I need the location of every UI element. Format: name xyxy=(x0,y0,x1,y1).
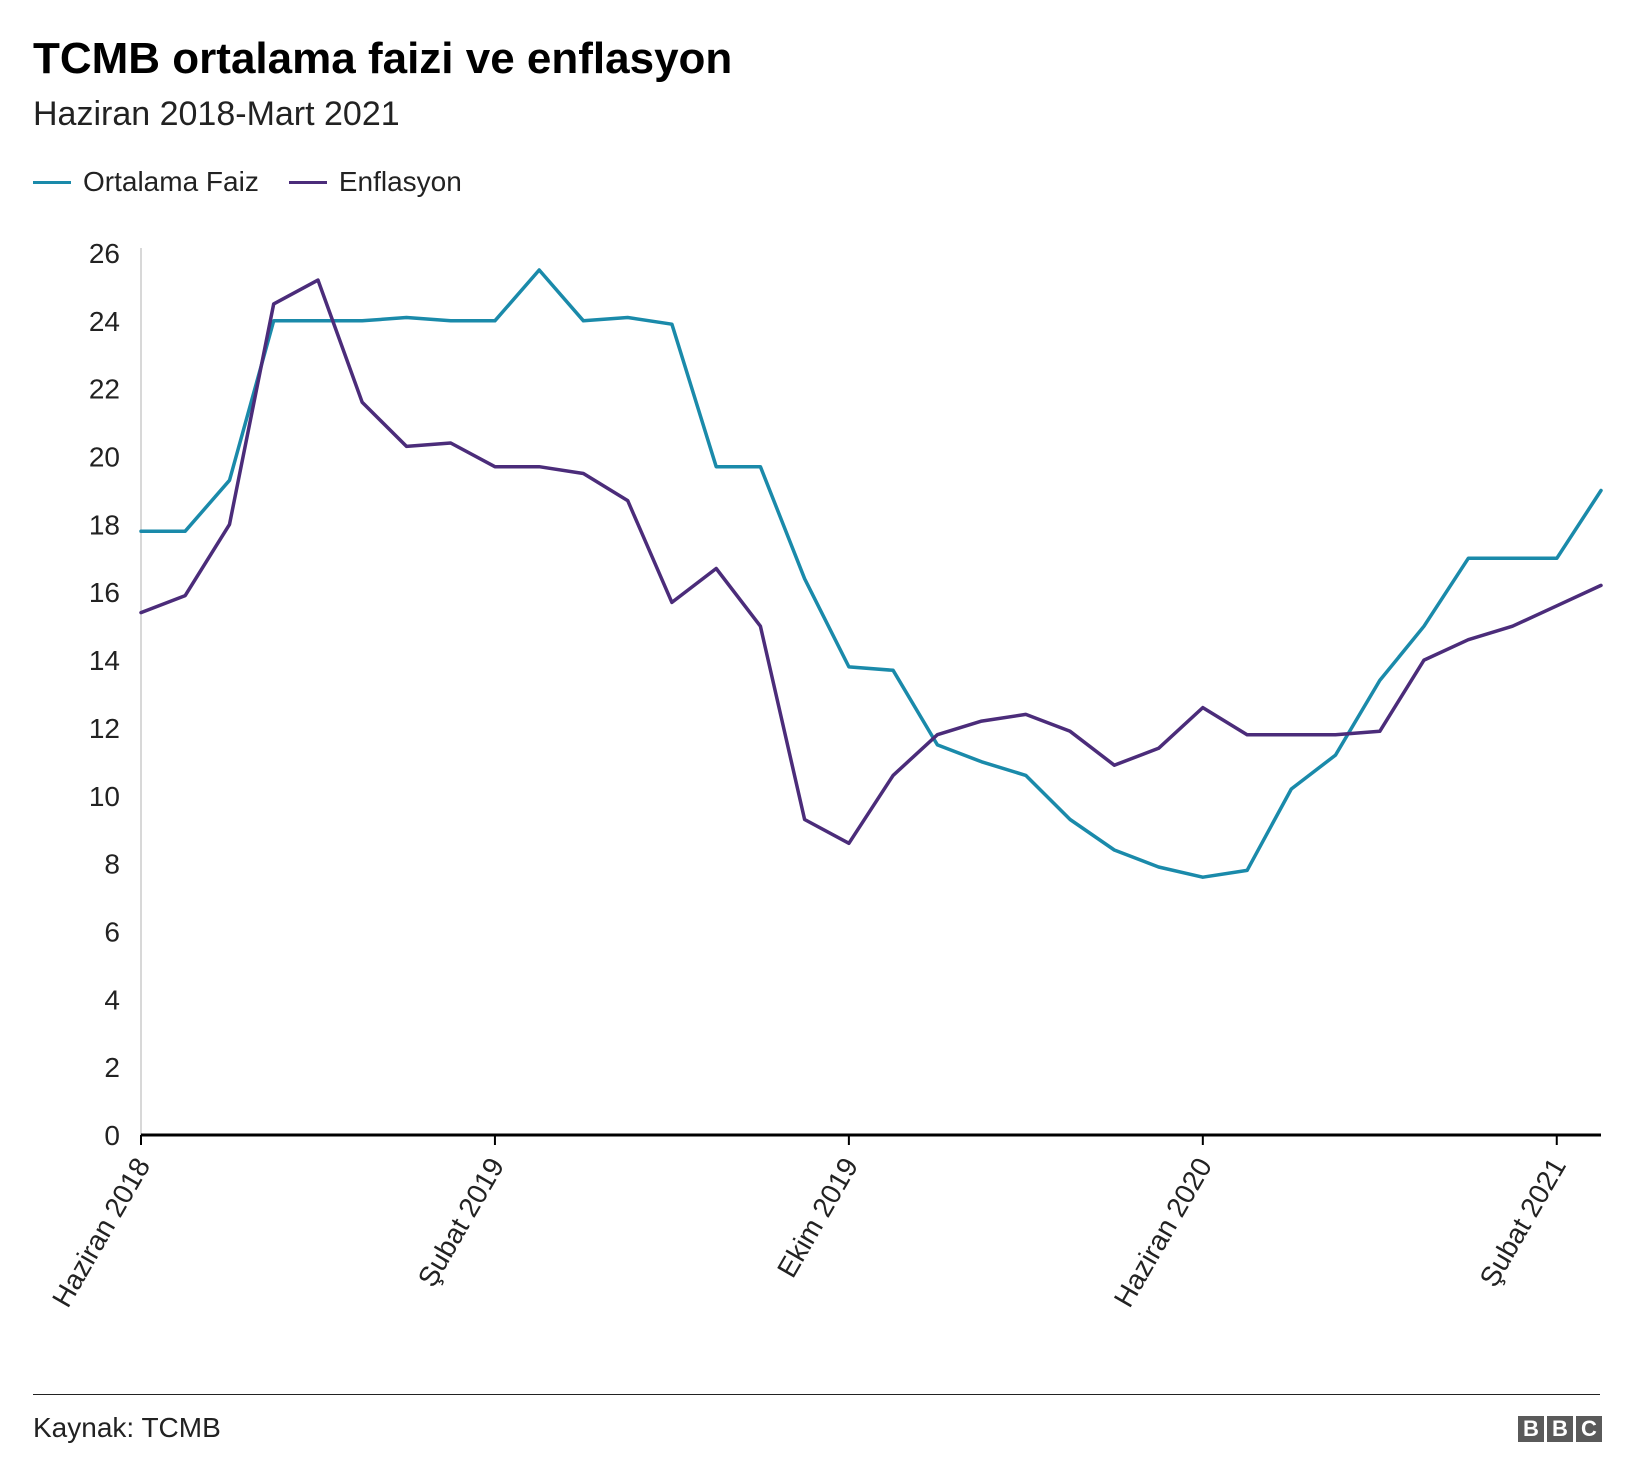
y-tick-label: 26 xyxy=(89,238,120,269)
legend-label-enflasyon: Enflasyon xyxy=(338,166,462,197)
series-lines xyxy=(139,268,1603,879)
legend: Ortalama Faiz Enflasyon xyxy=(33,166,492,198)
x-tick-label: Haziran 2020 xyxy=(1108,1153,1218,1313)
series-line-enflasyon xyxy=(139,278,1603,846)
y-tick-label: 20 xyxy=(89,442,120,473)
y-tick-label: 24 xyxy=(89,306,120,337)
source-note: Kaynak: TCMB xyxy=(33,1412,221,1443)
legend-swatch-faiz xyxy=(33,180,71,184)
y-tick-label: 18 xyxy=(89,509,120,540)
x-tick-label: Ekim 2019 xyxy=(771,1153,864,1283)
y-tick-label: 16 xyxy=(89,577,120,608)
x-tick-label: Haziran 2018 xyxy=(46,1153,156,1313)
bbc-logo-letter: B xyxy=(1518,1416,1544,1442)
y-tick-label: 22 xyxy=(89,374,120,405)
series-line-ortalama-faiz xyxy=(139,268,1603,879)
bbc-logo-letter: B xyxy=(1547,1416,1573,1442)
legend-item-faiz: Ortalama Faiz xyxy=(33,166,259,198)
y-tick-label: 2 xyxy=(104,1052,120,1083)
x-axis: Haziran 2018 Şubat 2019 Ekim 2019 Haziran 2… xyxy=(46,1133,1601,1313)
x-tick-label: Şubat 2021 xyxy=(1473,1153,1571,1293)
y-tick-label: 6 xyxy=(104,916,120,947)
y-tick-label: 10 xyxy=(89,781,120,812)
legend-swatch-enflasyon xyxy=(288,180,327,184)
bbc-logo: B B C xyxy=(1518,1416,1602,1442)
legend-item-enflasyon: Enflasyon xyxy=(288,166,462,198)
y-tick-label: 8 xyxy=(104,849,120,880)
y-tick-label: 14 xyxy=(89,645,120,676)
x-tick-label: Şubat 2019 xyxy=(412,1153,510,1293)
footer-divider xyxy=(33,1394,1600,1395)
chart-title: TCMB ortalama faizi ve enflasyon xyxy=(33,34,733,83)
legend-label-faiz: Ortalama Faiz xyxy=(83,166,259,197)
y-tick-label: 0 xyxy=(104,1120,120,1151)
bbc-logo-letter: C xyxy=(1576,1416,1602,1442)
chart-subtitle: Haziran 2018-Mart 2021 xyxy=(33,95,400,133)
y-tick-label: 4 xyxy=(104,984,120,1015)
y-tick-label: 12 xyxy=(89,713,120,744)
